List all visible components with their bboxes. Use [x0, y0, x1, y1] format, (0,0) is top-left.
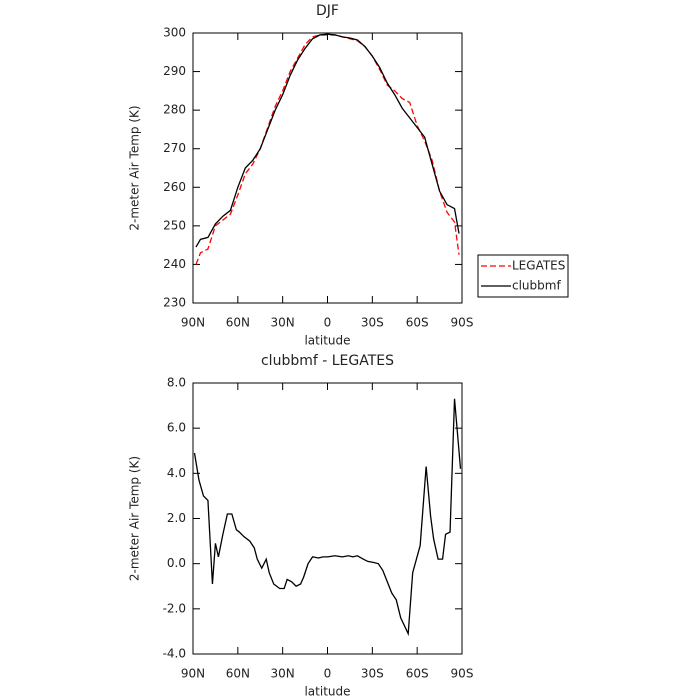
x-tick-label: 90N	[181, 316, 205, 330]
y-axis-label: 2-meter Air Temp (K)	[128, 105, 142, 230]
y-axis-label: 2-meter Air Temp (K)	[128, 456, 142, 581]
y-tick-label: 270	[163, 141, 186, 155]
y-tick-label: -4.0	[163, 647, 186, 661]
legend-label: clubbmf	[512, 279, 561, 293]
y-tick-label: 250	[163, 218, 186, 232]
y-tick-label: 280	[163, 103, 186, 117]
y-tick-label: 0.0	[167, 556, 186, 570]
x-tick-label: 90S	[451, 667, 474, 681]
y-tick-label: 300	[163, 26, 186, 40]
data-line	[193, 398, 462, 637]
legend-box	[477, 254, 569, 298]
x-tick-label: 60S	[406, 667, 429, 681]
y-tick-label: 260	[163, 180, 186, 194]
y-tick-label: 2.0	[167, 511, 186, 525]
y-tick-label: 6.0	[167, 421, 186, 435]
x-tick-label: 30N	[271, 316, 295, 330]
x-tick-label: 30S	[361, 667, 384, 681]
plot-frame	[192, 32, 463, 304]
x-tick-label: 60N	[226, 667, 250, 681]
y-tick-label: 290	[163, 64, 186, 78]
y-tick-label: -2.0	[163, 601, 186, 615]
x-tick-label: 30S	[361, 316, 384, 330]
data-line	[195, 34, 460, 265]
x-tick-label: 0	[324, 667, 332, 681]
x-tick-label: 0	[324, 316, 332, 330]
x-tick-label: 90N	[181, 667, 205, 681]
x-axis-label: latitude	[304, 685, 350, 699]
x-tick-label: 60N	[226, 316, 250, 330]
y-tick-label: 230	[163, 296, 186, 310]
legend-label: LEGATES	[512, 259, 565, 273]
y-tick-label: 240	[163, 257, 186, 271]
y-tick-label: 8.0	[167, 376, 186, 390]
x-tick-label: 60S	[406, 316, 429, 330]
x-tick-label: 30N	[271, 667, 295, 681]
x-tick-label: 90S	[451, 316, 474, 330]
y-tick-label: 4.0	[167, 466, 186, 480]
data-line	[195, 33, 460, 248]
chart-title: clubbmf - LEGATES	[261, 353, 394, 369]
x-axis-label: latitude	[304, 334, 350, 348]
chart-title: DJF	[316, 3, 339, 19]
